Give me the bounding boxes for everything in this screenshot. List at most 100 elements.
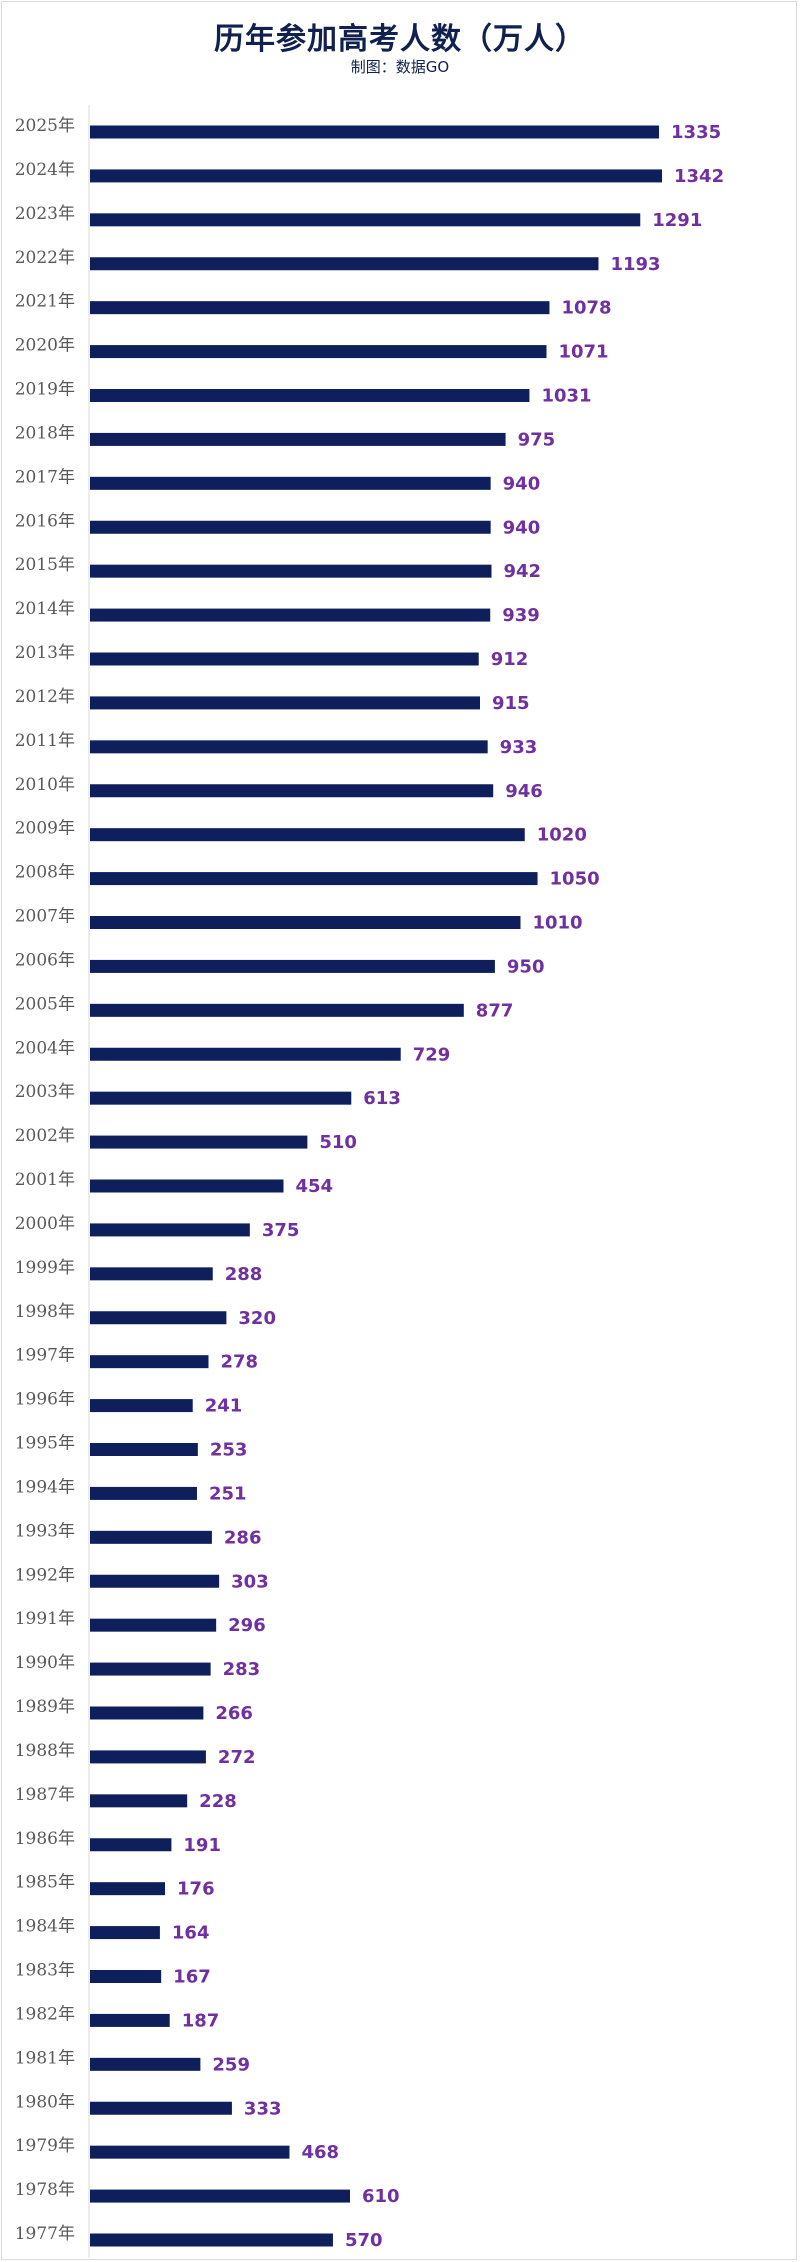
y-tick-label: 2015年 — [15, 555, 75, 575]
data-label: 610 — [362, 2186, 400, 2207]
data-label: 1342 — [674, 166, 724, 187]
y-tick-label: 1980年 — [15, 2092, 75, 2112]
data-label: 167 — [173, 1967, 211, 1988]
bar — [90, 1047, 401, 1061]
bar — [90, 1706, 204, 1720]
data-label: 940 — [503, 517, 541, 538]
bar — [90, 432, 506, 446]
bar — [90, 2233, 333, 2247]
bar — [90, 1267, 213, 1281]
y-tick-label: 1978年 — [15, 2180, 75, 2200]
data-label: 1050 — [550, 869, 600, 890]
bar — [90, 1179, 284, 1193]
bar — [90, 2189, 350, 2203]
y-tick-label: 1994年 — [15, 1477, 75, 1497]
y-tick-label: 2003年 — [15, 1082, 75, 1102]
bar — [90, 696, 480, 710]
y-tick-label: 1982年 — [15, 2004, 75, 2024]
bar — [90, 169, 662, 183]
bar — [90, 1355, 209, 1369]
bar — [90, 1882, 166, 1896]
data-label: 877 — [476, 1000, 514, 1021]
bar — [90, 345, 547, 359]
data-label: 1071 — [558, 342, 608, 363]
data-label: 454 — [296, 1176, 334, 1197]
data-label: 375 — [262, 1220, 300, 1241]
data-label: 939 — [502, 605, 540, 626]
y-tick-label: 1992年 — [15, 1565, 75, 1585]
y-tick-label: 2008年 — [15, 863, 75, 883]
data-label: 176 — [177, 1879, 215, 1900]
bar — [90, 1311, 227, 1325]
bar — [90, 1399, 193, 1413]
y-tick-label: 2006年 — [15, 950, 75, 970]
bar — [90, 1223, 250, 1237]
bar — [90, 476, 491, 490]
bar — [90, 652, 479, 666]
data-label: 164 — [172, 1923, 210, 1944]
data-label: 296 — [228, 1615, 266, 1636]
data-label: 1010 — [532, 913, 582, 934]
data-label: 1020 — [537, 825, 587, 846]
y-tick-label: 2018年 — [15, 423, 75, 443]
bar — [90, 872, 538, 886]
y-tick-label: 1998年 — [15, 1302, 75, 1322]
data-label: 278 — [220, 1352, 258, 1373]
y-tick-label: 2017年 — [15, 467, 75, 487]
y-tick-label: 1999年 — [15, 1258, 75, 1278]
y-tick-label: 1990年 — [15, 1653, 75, 1673]
y-tick-label: 2019年 — [15, 380, 75, 400]
data-label: 729 — [413, 1044, 451, 1065]
data-label: 283 — [223, 1659, 261, 1680]
y-tick-label: 1995年 — [15, 1434, 75, 1454]
bar — [90, 1750, 206, 1764]
y-tick-label: 2004年 — [15, 1038, 75, 1058]
bar — [90, 1794, 188, 1808]
y-tick-label: 2020年 — [15, 336, 75, 356]
y-tick-label: 2005年 — [15, 994, 75, 1014]
data-label: 940 — [503, 473, 541, 494]
y-tick-label: 2022年 — [15, 248, 75, 268]
bar — [90, 564, 492, 578]
chart-title: 历年参加高考人数（万人） — [214, 22, 586, 57]
data-label: 228 — [199, 1791, 237, 1812]
bar — [90, 828, 525, 842]
data-label: 187 — [182, 2010, 220, 2031]
y-tick-label: 1985年 — [15, 1873, 75, 1893]
chart-subtitle: 制图：数据GO — [350, 58, 450, 76]
y-tick-label: 2007年 — [15, 907, 75, 927]
bar — [90, 1003, 464, 1017]
y-tick-label: 2014年 — [15, 599, 75, 619]
bar — [90, 1574, 220, 1588]
y-tick-label: 1988年 — [15, 1741, 75, 1761]
bar — [90, 2013, 170, 2027]
data-label: 915 — [492, 693, 530, 714]
data-label: 191 — [183, 1835, 221, 1856]
data-label: 259 — [212, 2054, 250, 2075]
data-label: 946 — [505, 781, 543, 802]
data-label: 266 — [215, 1703, 253, 1724]
y-tick-label: 1981年 — [15, 2048, 75, 2068]
y-tick-label: 2013年 — [15, 643, 75, 663]
data-label: 333 — [244, 2098, 282, 2119]
data-label: 933 — [500, 737, 538, 758]
data-label: 241 — [205, 1396, 243, 1417]
data-label: 1193 — [610, 254, 660, 275]
data-label: 1291 — [652, 210, 702, 231]
bar — [90, 916, 521, 929]
bar — [90, 1970, 162, 1983]
y-tick-label: 1993年 — [15, 1521, 75, 1541]
data-label: 1078 — [561, 298, 611, 319]
data-label: 950 — [507, 956, 545, 977]
bar — [90, 608, 491, 622]
y-tick-label: 2023年 — [15, 204, 75, 224]
y-tick-label: 2002年 — [15, 1126, 75, 1146]
data-label: 251 — [209, 1483, 247, 1504]
y-tick-label: 2021年 — [15, 292, 75, 312]
bar — [90, 2101, 232, 2115]
y-tick-label: 2016年 — [15, 511, 75, 531]
data-label: 912 — [491, 649, 529, 670]
bar — [90, 959, 495, 973]
